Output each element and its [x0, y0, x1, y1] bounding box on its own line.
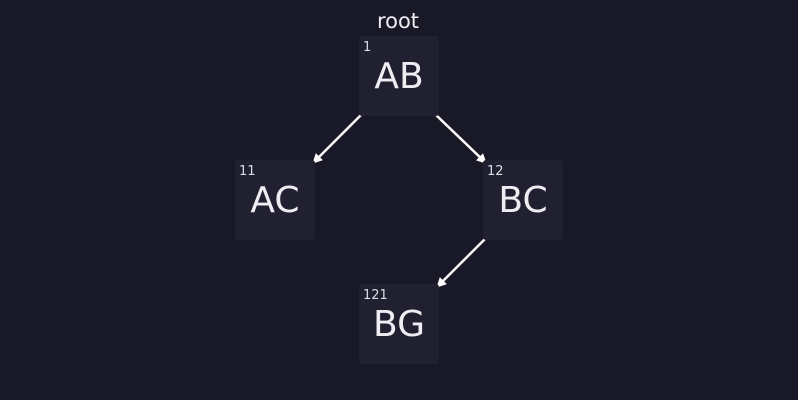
- edge-ab-bc: [435, 114, 487, 164]
- node-label: BG: [373, 304, 425, 345]
- node-index: 12: [487, 164, 504, 179]
- node-label: BC: [498, 180, 548, 221]
- node-ab: 1 AB: [359, 36, 439, 116]
- edge-bc-bg: [436, 238, 486, 288]
- edge-ab-ac: [312, 114, 362, 164]
- node-label: AC: [250, 180, 300, 221]
- node-index: 11: [239, 164, 256, 179]
- node-index: 1: [363, 40, 372, 55]
- node-index: 121: [363, 288, 388, 303]
- node-label: AB: [374, 56, 424, 97]
- node-bc: 12 BC: [483, 160, 563, 240]
- root-label: root: [376, 9, 420, 33]
- node-bg: 121 BG: [359, 284, 439, 364]
- node-ac: 11 AC: [235, 160, 315, 240]
